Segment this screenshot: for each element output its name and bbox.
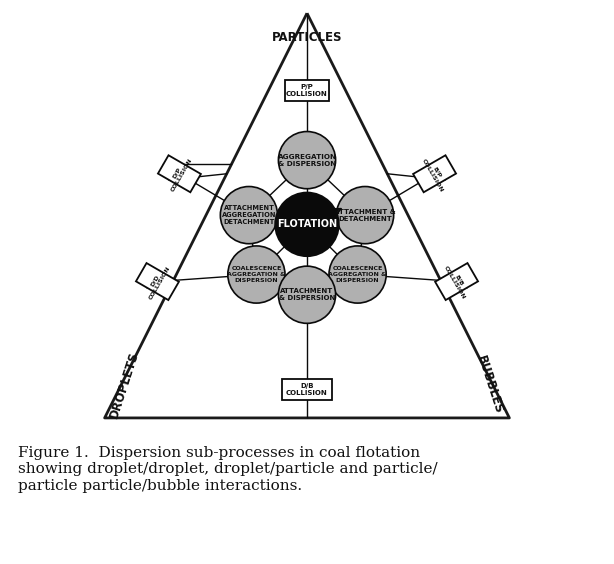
Text: ATTACHMENT
& DISPERSION: ATTACHMENT & DISPERSION	[279, 288, 335, 301]
Text: Figure 1.  Dispersion sub-processes in coal flotation
showing droplet/droplet, d: Figure 1. Dispersion sub-processes in co…	[18, 446, 438, 492]
Text: P/P
COLLISION: P/P COLLISION	[286, 83, 328, 96]
Polygon shape	[413, 155, 456, 192]
Text: BUBBLES: BUBBLES	[474, 354, 505, 416]
Text: COALESCENCE
AGGREGATION &
DISPERSION: COALESCENCE AGGREGATION & DISPERSION	[227, 266, 286, 283]
Circle shape	[336, 187, 394, 244]
Polygon shape	[285, 80, 329, 101]
Text: FLOTATION: FLOTATION	[277, 219, 337, 230]
Text: B/B
COLLISION: B/B COLLISION	[443, 262, 471, 301]
Circle shape	[220, 187, 278, 244]
Circle shape	[228, 246, 285, 303]
Circle shape	[278, 131, 336, 189]
Text: COALESCENCE
AGGREGATION &
DISPERSION: COALESCENCE AGGREGATION & DISPERSION	[328, 266, 387, 283]
Text: D/B
COLLISION: D/B COLLISION	[286, 383, 328, 396]
Text: D/P
COLLISION: D/P COLLISION	[165, 155, 193, 193]
Text: ATTACHMENT &
DETACHMENT: ATTACHMENT & DETACHMENT	[334, 209, 396, 222]
Text: B/P
COLLISION: B/P COLLISION	[421, 155, 449, 193]
Polygon shape	[435, 263, 478, 300]
Polygon shape	[158, 155, 201, 192]
Polygon shape	[136, 263, 179, 300]
Text: AGGREGATION
& DISPERSION: AGGREGATION & DISPERSION	[278, 153, 336, 166]
Text: D/D
COLLISION: D/D COLLISION	[143, 262, 171, 301]
Circle shape	[329, 246, 386, 303]
Circle shape	[275, 193, 339, 256]
Text: ATTACHMENT
AGGREGATION
DETACHMENT: ATTACHMENT AGGREGATION DETACHMENT	[222, 205, 276, 225]
Text: DROPLETS: DROPLETS	[107, 350, 141, 420]
Circle shape	[278, 266, 336, 323]
Text: PARTICLES: PARTICLES	[272, 31, 342, 44]
Polygon shape	[282, 379, 332, 400]
